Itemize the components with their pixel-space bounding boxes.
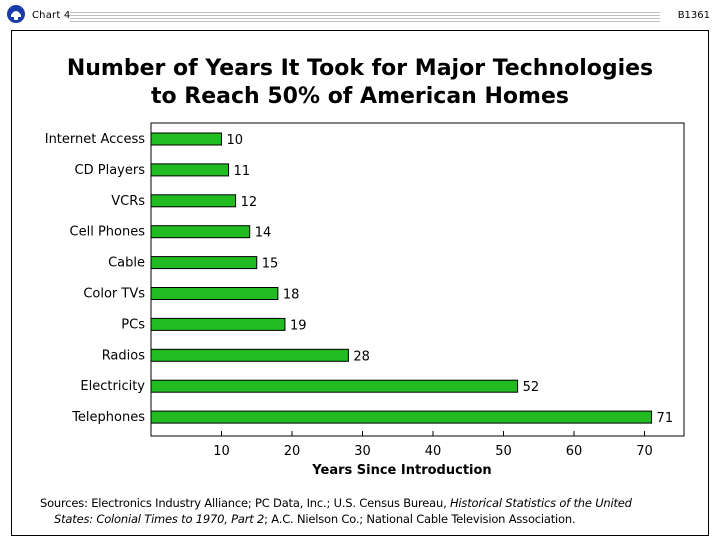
header-stripes: [70, 12, 660, 22]
sources-suffix: ; A.C. Nielson Co.; National Cable Telev…: [264, 512, 576, 526]
value-label: 15: [262, 257, 279, 272]
value-label: 12: [241, 195, 258, 210]
x-tick-label: 60: [566, 444, 583, 459]
plot-area-border: [150, 122, 685, 437]
value-label: 18: [283, 288, 300, 303]
sources-line-1: Sources: Electronics Industry Alliance; …: [40, 495, 690, 511]
chart-number-label: Chart 4: [32, 10, 71, 21]
category-label: Internet Access: [45, 132, 145, 147]
bar-vcrs: [150, 194, 237, 208]
bar-cd-players: [150, 163, 230, 177]
category-label: PCs: [121, 317, 145, 332]
category-label: Cell Phones: [70, 225, 146, 240]
value-label: 11: [234, 164, 251, 179]
sources-italic-1: Historical Statistics of the United: [449, 496, 632, 510]
category-label: Radios: [102, 348, 146, 363]
sources-line-2: States: Colonial Times to 1970, Part 2; …: [40, 511, 690, 527]
value-label: 19: [290, 318, 307, 333]
bar-color-tvs: [150, 287, 279, 300]
x-tick-label: 50: [495, 444, 512, 459]
bar-electricity: [150, 379, 519, 393]
value-label: 10: [227, 133, 244, 148]
chart-title: Number of Years It Took for Major Techno…: [0, 55, 720, 111]
header-bar: Chart 4 B1361: [0, 0, 720, 28]
x-tick-label: 10: [213, 444, 230, 459]
sources-italic-2: States: Colonial Times to 1970, Part 2: [54, 512, 265, 526]
bar-cable: [150, 256, 258, 270]
category-label: Color TVs: [83, 287, 145, 302]
x-tick-label: 30: [354, 444, 371, 459]
category-label: Electricity: [80, 379, 145, 394]
category-label: CD Players: [75, 163, 146, 178]
value-label: 14: [255, 226, 272, 241]
bell-telephone-logo-icon: [7, 5, 25, 23]
bar-pcs: [150, 317, 286, 331]
value-label: 71: [657, 411, 674, 426]
chart-title-line-1: Number of Years It Took for Major Techno…: [66, 56, 654, 81]
bar-internet-access: [150, 132, 222, 146]
x-tick-label: 40: [425, 444, 442, 459]
x-tick-label: 20: [284, 444, 301, 459]
sources-note: Sources: Electronics Industry Alliance; …: [40, 495, 690, 527]
bar-telephones: [150, 410, 653, 424]
bar-cell-phones: [150, 225, 251, 239]
chart-title-line-2: to Reach 50% of American Homes: [151, 84, 569, 109]
x-axis-label: Years Since Introduction: [311, 463, 491, 478]
value-label: 52: [523, 380, 540, 395]
chart-frame: [11, 30, 709, 536]
bar-radios: [150, 348, 349, 362]
category-label: Cable: [108, 256, 145, 271]
category-label: Telephones: [71, 410, 145, 425]
x-tick-label: 70: [636, 444, 653, 459]
value-label: 28: [353, 349, 370, 364]
category-label: VCRs: [111, 194, 145, 209]
sources-prefix: Sources: Electronics Industry Alliance; …: [40, 496, 450, 510]
chart-code-label: B1361: [677, 10, 710, 21]
